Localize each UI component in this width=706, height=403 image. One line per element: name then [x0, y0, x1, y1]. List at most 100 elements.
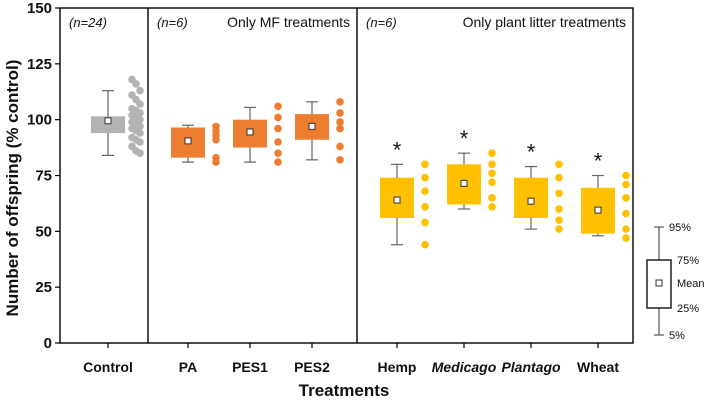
y-tick-label: 0	[44, 335, 52, 352]
data-point	[336, 118, 344, 126]
panel-n-label: (n=24)	[69, 15, 107, 30]
x-tick-label-control: Control	[83, 359, 133, 375]
x-tick-label-pa: PA	[179, 359, 197, 375]
data-point	[274, 158, 282, 166]
data-point	[488, 178, 496, 186]
mean-marker	[184, 137, 192, 145]
box-series: * * * *	[91, 90, 615, 246]
data-point	[488, 202, 496, 211]
y-tick-label: 150	[27, 0, 52, 17]
y-tick-label: 100	[27, 112, 52, 129]
mean-marker	[594, 206, 602, 214]
significance-marker: *	[527, 140, 536, 165]
data-point	[336, 156, 344, 164]
data-point	[212, 158, 220, 166]
points-hemp	[421, 160, 429, 249]
y-tick-label: 125	[27, 56, 52, 73]
panel-n-label: (n=6)	[366, 15, 397, 30]
points-pes1	[274, 102, 282, 166]
legend-label-q3: 75%	[677, 255, 699, 267]
points-pes2	[336, 98, 344, 164]
y-tick-label: 50	[35, 223, 52, 240]
data-point	[622, 180, 630, 189]
box-medicago: *	[447, 126, 481, 210]
box-control	[91, 90, 125, 156]
data-point	[136, 149, 144, 157]
mean-marker	[527, 197, 535, 205]
legend-mean-marker	[655, 279, 663, 287]
box-pes2	[295, 101, 329, 161]
points-wheat	[622, 171, 630, 242]
x-tick-label-medicago: Medicago	[432, 359, 497, 375]
data-point	[622, 225, 630, 233]
data-point	[136, 138, 144, 146]
data-point	[132, 80, 140, 88]
panel-title: Only plant litter treatments	[463, 14, 626, 30]
data-point	[336, 109, 344, 117]
mean-marker	[393, 196, 401, 204]
data-point	[212, 135, 220, 144]
legend-label-p5: 5%	[669, 330, 685, 342]
data-point	[274, 102, 282, 111]
data-point	[421, 240, 429, 249]
points-plantago	[555, 160, 563, 233]
data-point	[488, 149, 496, 157]
data-point	[136, 86, 144, 95]
data-point	[555, 189, 563, 198]
data-point	[488, 169, 496, 178]
significance-marker: *	[393, 137, 402, 162]
data-point	[421, 160, 429, 169]
x-tick-label-pes1: PES1	[232, 359, 268, 375]
x-tick-label-hemp: Hemp	[378, 359, 417, 375]
raw-points	[128, 75, 630, 249]
mean-marker	[460, 179, 468, 187]
y-tick-label: 75	[35, 168, 52, 185]
y-axis-title: Number of offspring (% control)	[3, 60, 22, 317]
box-hemp: *	[380, 137, 414, 246]
data-point	[622, 171, 630, 180]
box-pa	[171, 124, 205, 163]
data-point	[274, 124, 282, 133]
data-point	[555, 216, 563, 224]
data-point	[274, 149, 282, 157]
data-point	[555, 225, 563, 233]
box-wheat: *	[581, 149, 615, 237]
panel-labels: (n=24) (n=6) Only MF treatments (n=6) Only p…	[69, 14, 626, 30]
x-tick-label-wheat: Wheat	[577, 359, 619, 375]
data-point	[488, 160, 496, 169]
legend-label-q1: 25%	[677, 303, 699, 315]
data-point	[622, 234, 630, 242]
data-point	[622, 194, 630, 202]
data-point	[555, 173, 563, 182]
data-point	[555, 205, 563, 213]
x-axis-title: Treatments	[299, 381, 390, 400]
box-pes1	[233, 106, 267, 163]
points-medicago	[488, 149, 496, 211]
data-point	[274, 138, 282, 146]
data-point	[488, 194, 496, 202]
mean-marker	[308, 122, 316, 130]
points-pa	[212, 122, 220, 166]
data-point	[421, 218, 429, 227]
panel-title: Only MF treatments	[227, 14, 350, 30]
data-point	[274, 113, 282, 122]
data-point	[336, 124, 344, 133]
data-point	[336, 98, 344, 106]
data-point	[555, 160, 563, 169]
significance-marker: *	[594, 149, 603, 174]
panel-n-label: (n=6)	[157, 15, 188, 30]
x-tick-label-plantago: Plantago	[501, 359, 561, 375]
panel-frames	[59, 7, 634, 344]
significance-marker: *	[460, 126, 469, 151]
data-point	[336, 142, 344, 151]
data-point	[136, 100, 144, 108]
data-point	[421, 173, 429, 182]
mean-marker	[246, 128, 254, 136]
legend: 95% 75% Mean 25% 5%	[646, 222, 705, 342]
points-control	[128, 75, 144, 157]
data-point	[136, 129, 144, 137]
plot-frame	[59, 7, 634, 344]
x-axis-tick-labels: Control PA PES1 PES2 Hemp Medicago Plantago Whe…	[83, 343, 619, 375]
y-axis: 0 25 50 75 100 125 150	[27, 0, 60, 352]
